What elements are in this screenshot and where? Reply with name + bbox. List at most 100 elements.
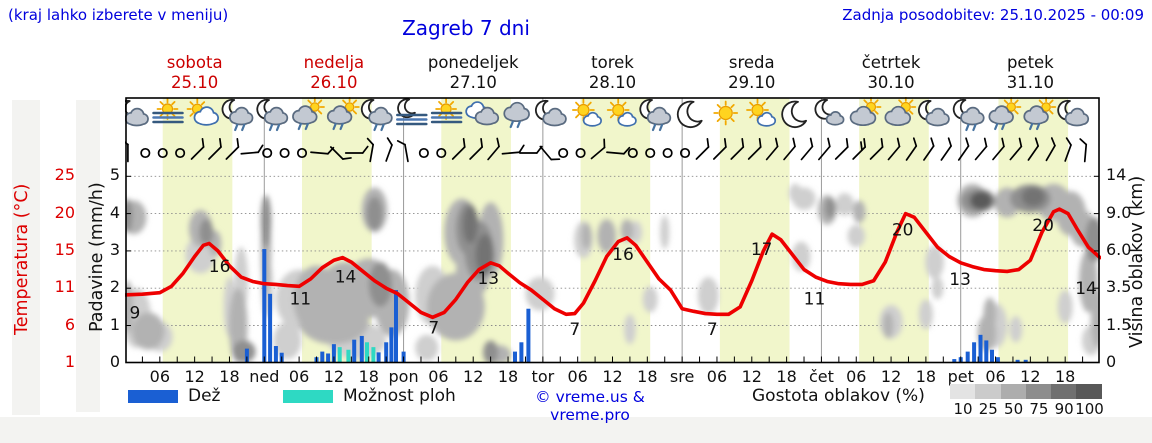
- xtick-abbr-pon: pon: [388, 367, 419, 386]
- wind-barb-icon: [208, 138, 222, 160]
- weather-icon-moon: [676, 100, 703, 129]
- wind-barb-icon: [590, 138, 606, 160]
- cloud-blob: [852, 200, 866, 223]
- weather-icon-sun-small-cloud: [606, 98, 637, 127]
- wind-barb-icon: [125, 138, 129, 163]
- xtick-day2-12: 12: [463, 367, 484, 386]
- wind-calm-icon: [662, 147, 673, 159]
- rain-bar: [268, 293, 273, 363]
- wind-barb-icon: [834, 138, 849, 160]
- daylight-band: [719, 98, 790, 362]
- rain-bar: [273, 346, 278, 363]
- weather-icon-sun-gray-cloud: [884, 97, 917, 127]
- wind-barb-icon: [905, 137, 918, 161]
- wind-barb-icon: [385, 137, 393, 162]
- rain-bar: [352, 339, 357, 363]
- left-margin-band-1: [12, 100, 40, 415]
- wind-barb-icon: [329, 146, 352, 160]
- weather-icon-moon-cloud: [1057, 99, 1090, 127]
- cloud-blob: [642, 286, 658, 313]
- temp-tick-1: 1: [64, 351, 75, 371]
- page-title: Zagreb 7 dni: [402, 16, 530, 40]
- rain-bar: [952, 359, 957, 363]
- cloudheight-tick-3.5: 3.5: [1106, 277, 1132, 297]
- temperature-value-label: 14: [335, 267, 357, 287]
- cloud-blob: [918, 299, 933, 330]
- xtick-day0-18: 18: [219, 367, 240, 386]
- wind-calm-icon: [436, 147, 447, 159]
- rain-bar: [1015, 359, 1020, 363]
- day-name: četrtek: [861, 53, 921, 72]
- temperature-value-label: 11: [804, 290, 826, 310]
- cloud-blob: [835, 193, 854, 216]
- cloudheight-tick-9.0: 9.0: [1106, 202, 1132, 222]
- rain-bar: [389, 327, 394, 363]
- xtick-day3-18: 18: [637, 367, 658, 386]
- xtick-day6-12: 12: [1020, 367, 1041, 386]
- xtick-day4-18: 18: [776, 367, 797, 386]
- wind-barb-icon: [539, 145, 561, 161]
- wind-barb-icon: [923, 137, 935, 161]
- temp-tick-15: 15: [54, 239, 75, 259]
- temp-tick-6: 6: [64, 314, 75, 334]
- temperature-value-label: 20: [892, 220, 914, 240]
- weather-icon-sun-cloud-rain: [326, 97, 360, 131]
- day-header-sobota: sobota 25.10: [125, 53, 264, 93]
- rain-bar: [513, 351, 517, 363]
- plot-border: [125, 97, 1100, 364]
- wind-barb-icon: [1009, 137, 1023, 161]
- wind-barb-icon: [487, 137, 500, 161]
- xtick-day3-06: 06: [567, 367, 588, 386]
- temperature-value-label: 14: [1075, 279, 1097, 299]
- xtick-abbr-ned: ned: [249, 367, 280, 386]
- cloud-density-gradient: [950, 384, 1102, 399]
- density-seg-50: [1000, 384, 1026, 399]
- temperature-value-label: 16: [612, 245, 634, 265]
- weather-icon-sun-small-cloud: [746, 98, 777, 127]
- day-date: 30.10: [867, 73, 915, 92]
- rain-bar: [965, 351, 970, 363]
- precip-tick-0: 0: [109, 351, 120, 371]
- day-date: 31.10: [1006, 73, 1054, 92]
- wind-barb-icon: [818, 137, 831, 161]
- rain-bar: [331, 344, 336, 363]
- day-header-četrtek: četrtek 30.10: [821, 53, 960, 93]
- wind-barb-icon: [940, 137, 952, 161]
- showers-legend-label: Možnost ploh: [343, 386, 456, 406]
- xtick-day4-12: 12: [741, 367, 762, 386]
- cloud-blob: [1021, 187, 1045, 207]
- wind-barb-icon: [869, 138, 884, 160]
- bottom-margin-band: [0, 417, 1152, 443]
- wind-calm-icon: [645, 147, 656, 159]
- density-label-10: 10: [953, 400, 973, 418]
- weather-icon-moon: [781, 100, 807, 129]
- density-label-90: 90: [1054, 400, 1074, 418]
- weather-icon-moon-fog: [396, 98, 428, 126]
- wind-barb-icon: [225, 138, 240, 160]
- rain-bar: [972, 342, 977, 363]
- rain-bar: [984, 340, 989, 363]
- cloudheight-tick-1.5: 1.5: [1106, 314, 1132, 334]
- wind-barb-icon: [747, 138, 762, 160]
- cloud-blob: [581, 222, 592, 250]
- rain-bar: [995, 357, 1000, 363]
- wind-barb-icon: [1079, 138, 1088, 163]
- rain-legend-label: Dež: [188, 386, 221, 406]
- showers-bar: [337, 347, 342, 363]
- day-name: ponedeljek: [427, 53, 519, 72]
- cloudheight-tick-0: 0: [1106, 351, 1117, 371]
- cloud-blob: [199, 219, 214, 246]
- rain-bar: [394, 290, 398, 363]
- weather-icon-moon-cloud-rain: [639, 98, 672, 132]
- copyright-link[interactable]: © vreme.us & vreme.pro: [535, 388, 645, 424]
- wind-barb-icon: [1064, 137, 1072, 162]
- day-name: petek: [1006, 53, 1054, 72]
- last-update-label: Zadnja posodobitev: 25.10.2025 - 00:09: [842, 6, 1144, 24]
- temperature-value-label: 13: [949, 270, 971, 290]
- wind-barb-icon: [190, 138, 205, 160]
- xtick-abbr-čet: čet: [808, 367, 834, 386]
- density-label-75: 75: [1029, 400, 1049, 418]
- wind-barb-icon: [366, 137, 374, 163]
- wind-barb-icon: [730, 138, 745, 160]
- rain-bar: [320, 351, 325, 363]
